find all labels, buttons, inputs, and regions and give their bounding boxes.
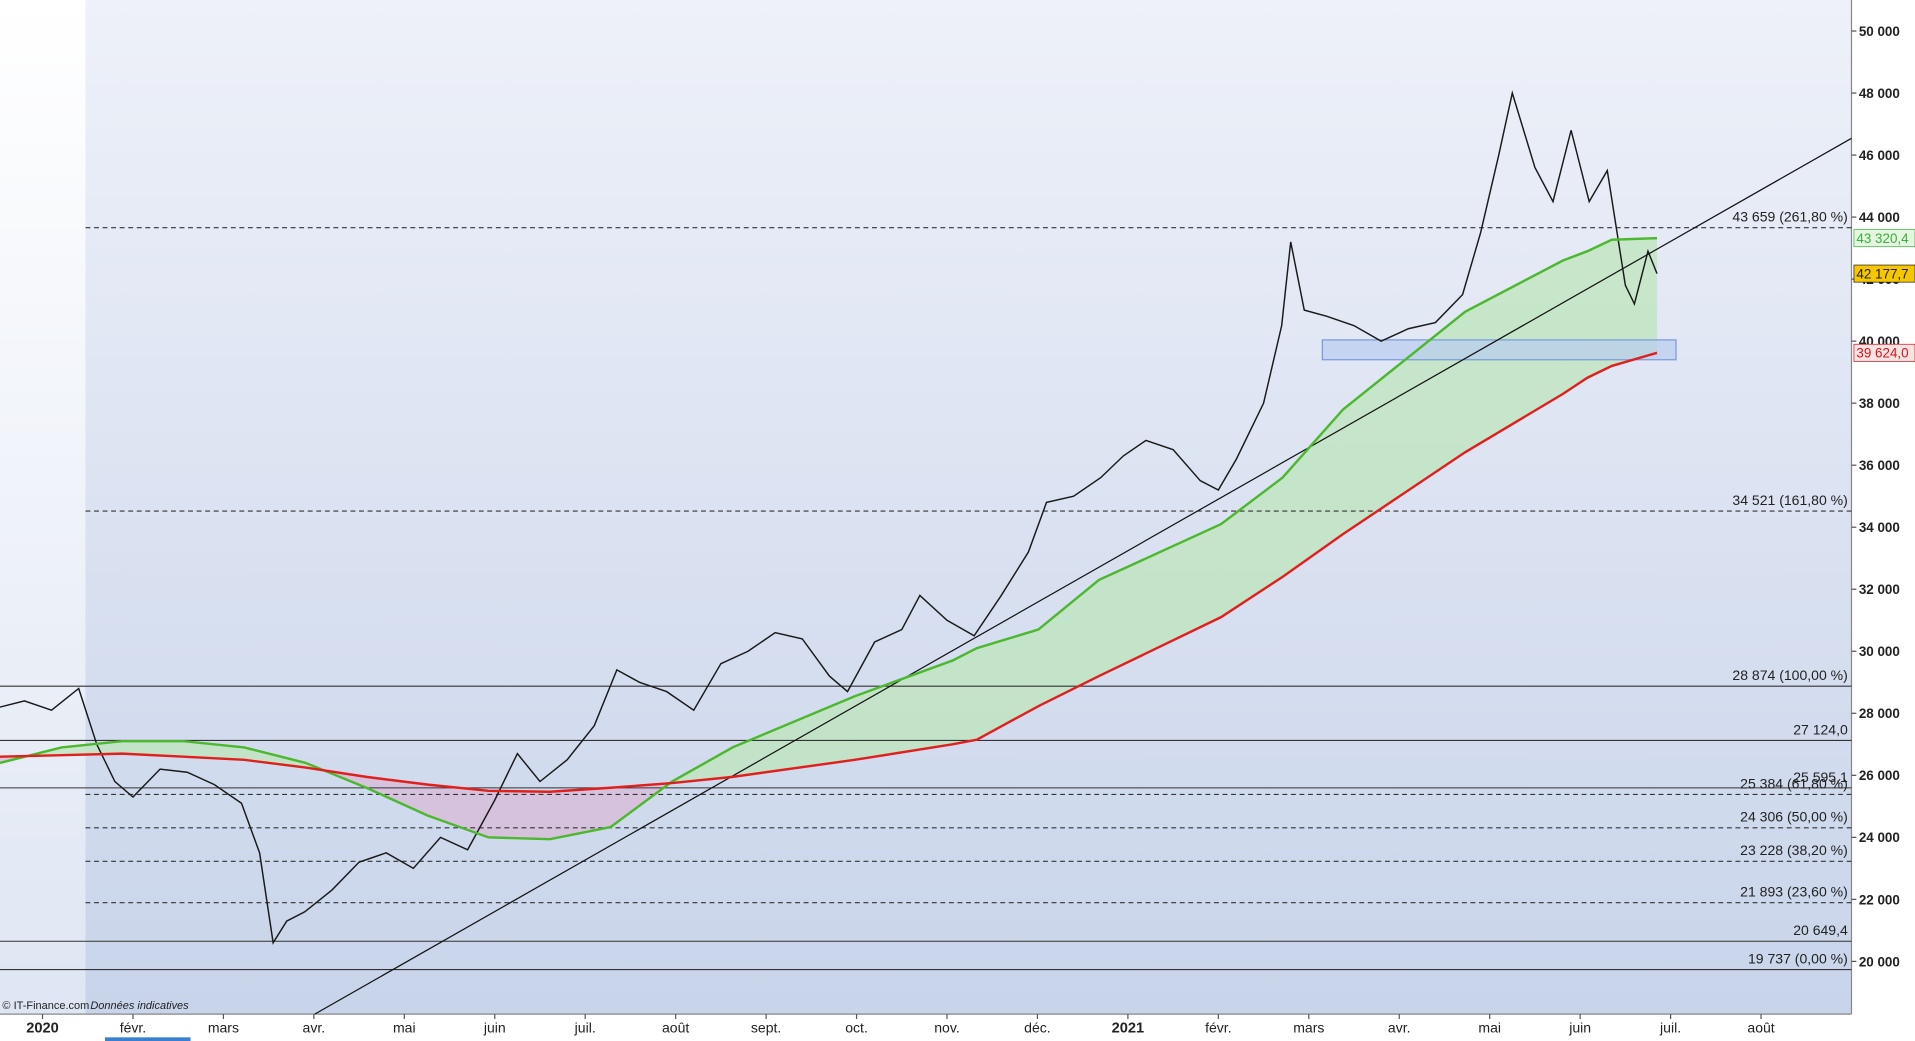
ma-fill	[1038, 579, 1099, 707]
level-label: 21 893 (23,60 %)	[1740, 884, 1848, 900]
y-tick-label: 46 000	[1859, 148, 1900, 163]
y-tick-label: 24 000	[1859, 830, 1900, 845]
x-tick-label: avr.	[1388, 1019, 1411, 1035]
y-tick-label: 22 000	[1859, 892, 1900, 907]
ma-fill	[61, 741, 123, 756]
y-tick-label: 48 000	[1859, 86, 1900, 101]
x-axis-panel	[0, 1014, 1852, 1041]
level-label: 25 384 (61,80 %)	[1740, 775, 1848, 791]
y-tick-label: 30 000	[1859, 644, 1900, 659]
plot-background-left	[0, 0, 86, 1015]
price-tag	[1853, 229, 1915, 248]
note: Données indicatives	[90, 1000, 189, 1012]
x-tick-label: juin	[1568, 1019, 1591, 1035]
moving-average	[0, 351, 1658, 793]
price-line	[0, 90, 1658, 945]
price-tag-label: 39 624,0	[1856, 346, 1908, 361]
price-tag-label: 42 177,7	[1856, 266, 1908, 281]
ma-fill	[427, 784, 489, 838]
ma-fill	[1343, 311, 1466, 535]
ma-fill	[732, 696, 855, 777]
x-tick-label: juil.	[574, 1019, 596, 1035]
ma-fill	[1098, 524, 1222, 677]
level-label: 25 595,1	[1793, 769, 1848, 785]
level-label: 20 649,4	[1793, 922, 1848, 938]
ma-fill	[952, 648, 977, 745]
ma-fill	[1282, 409, 1344, 577]
x-tick-label: févr.	[1205, 1019, 1232, 1035]
level-label: 23 228 (38,20 %)	[1740, 842, 1848, 858]
level-label: 43 659 (261,80 %)	[1732, 209, 1847, 225]
ma-fill	[976, 629, 1039, 740]
credit: © IT-Finance.com	[2, 1000, 89, 1012]
y-tick-label: 38 000	[1859, 396, 1900, 411]
x-tick-label: juil.	[1659, 1019, 1681, 1035]
x-tick-label: 2020	[26, 1020, 59, 1036]
x-tick-label: mai	[1478, 1019, 1501, 1035]
y-tick-label: 20 000	[1859, 954, 1900, 969]
level-label: 24 306 (50,00 %)	[1740, 809, 1848, 825]
y-axis-panel	[1851, 0, 1915, 1041]
price-tag	[1853, 264, 1915, 283]
x-tick-label: 2021	[1112, 1020, 1145, 1036]
x-tick-label: août	[1747, 1019, 1774, 1035]
y-tick-label: 26 000	[1859, 768, 1900, 783]
y-tick-label: 50 000	[1859, 24, 1900, 39]
x-tick-label: mars	[208, 1019, 239, 1035]
support-zone	[1321, 339, 1677, 361]
y-tick-label: 44 000	[1859, 210, 1900, 225]
x-tick-label: sept.	[751, 1019, 781, 1035]
ma-fill	[488, 790, 550, 840]
price-tag-label: 43 320,4	[1856, 231, 1909, 246]
price-tag	[1853, 343, 1915, 362]
y-tick-label: 28 000	[1859, 706, 1900, 721]
x-tick-label: avr.	[303, 1019, 326, 1035]
moving-average	[0, 236, 1658, 841]
x-tick-label: déc.	[1024, 1019, 1051, 1035]
ma-fill	[854, 660, 953, 760]
x-tick-label: mars	[1293, 1019, 1324, 1035]
x-tick-label: nov.	[934, 1019, 959, 1035]
chart-layer: 43 659 (261,80 %) 34 521 (161,80 %) 28 874…	[0, 24, 1915, 1036]
level-label: 27 124,0	[1793, 721, 1848, 737]
plot-background	[0, 0, 1852, 1015]
scrollbar[interactable]	[105, 1037, 191, 1041]
x-tick-label: mai	[393, 1019, 416, 1035]
x-tick-label: juin	[483, 1019, 506, 1035]
level-label: 34 521 (161,80 %)	[1732, 492, 1847, 508]
trendline	[314, 137, 1852, 1015]
y-tick-label: 34 000	[1859, 520, 1900, 535]
level-label: 19 737 (0,00 %)	[1748, 950, 1848, 966]
ma-fill	[1562, 251, 1588, 394]
ma-fill	[549, 787, 611, 840]
x-tick-label: août	[662, 1019, 689, 1035]
x-tick-label: févr.	[120, 1019, 147, 1035]
ma-fill	[122, 741, 184, 757]
x-tick-label: oct.	[845, 1019, 868, 1035]
y-tick-label: 36 000	[1859, 458, 1900, 473]
ma-fill	[366, 776, 428, 816]
level-label: 28 874 (100,00 %)	[1732, 667, 1847, 683]
y-tick-label: 32 000	[1859, 582, 1900, 597]
